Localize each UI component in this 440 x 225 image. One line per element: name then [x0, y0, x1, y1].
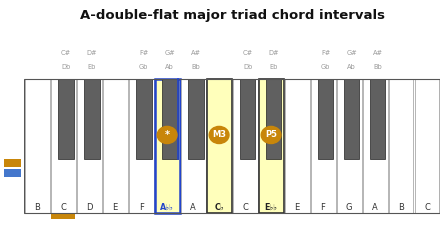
Bar — [4, 159, 21, 166]
Text: C#: C# — [61, 50, 71, 56]
Circle shape — [261, 126, 281, 144]
Text: A#: A# — [191, 50, 201, 56]
Text: C#: C# — [242, 50, 253, 56]
Circle shape — [209, 126, 229, 144]
Bar — [389, 79, 414, 213]
Bar — [240, 79, 256, 159]
Text: F#: F# — [139, 50, 148, 56]
Text: B: B — [398, 202, 404, 211]
Text: M3: M3 — [212, 130, 226, 140]
Bar — [318, 79, 334, 159]
Bar — [311, 79, 336, 213]
Text: Gb: Gb — [321, 64, 330, 70]
Text: A: A — [372, 202, 378, 211]
Text: C: C — [424, 202, 430, 211]
Bar — [58, 79, 73, 159]
Bar — [24, 79, 440, 213]
Text: B: B — [34, 202, 40, 211]
Text: D#: D# — [87, 50, 97, 56]
Text: A#: A# — [373, 50, 383, 56]
Bar — [363, 79, 388, 213]
Text: Eb: Eb — [88, 64, 96, 70]
Text: Bb: Bb — [191, 64, 200, 70]
Bar — [77, 79, 102, 213]
Text: Db: Db — [243, 64, 252, 70]
Text: F#: F# — [321, 50, 330, 56]
Bar — [162, 79, 177, 159]
Text: Bb: Bb — [373, 64, 382, 70]
Bar — [337, 79, 362, 213]
Bar — [207, 79, 231, 213]
Text: Gb: Gb — [139, 64, 148, 70]
Bar — [25, 79, 50, 213]
Text: D: D — [86, 202, 92, 211]
Text: C♭: C♭ — [214, 202, 224, 211]
Bar — [181, 79, 205, 213]
Bar — [370, 79, 385, 159]
Text: A♭♭: A♭♭ — [160, 202, 174, 211]
Text: G#: G# — [346, 50, 357, 56]
Text: *: * — [165, 130, 170, 140]
Bar — [136, 79, 151, 159]
Bar — [154, 79, 180, 213]
Bar — [103, 79, 128, 213]
Bar — [188, 79, 204, 159]
Text: Eb: Eb — [269, 64, 278, 70]
Text: basicmusictheory.com: basicmusictheory.com — [10, 73, 15, 143]
Bar — [84, 79, 99, 159]
Text: F: F — [139, 202, 143, 211]
Text: P5: P5 — [265, 130, 277, 140]
Text: A-double-flat major triad chord intervals: A-double-flat major triad chord interval… — [80, 9, 385, 22]
Text: F: F — [321, 202, 326, 211]
Bar — [285, 79, 310, 213]
Bar — [266, 79, 282, 159]
Circle shape — [157, 126, 177, 144]
Text: C: C — [242, 202, 248, 211]
Text: Ab: Ab — [165, 64, 174, 70]
Bar — [51, 79, 76, 213]
Bar — [51, 214, 75, 219]
Text: Db: Db — [61, 64, 70, 70]
Text: A: A — [190, 202, 196, 211]
Bar — [128, 79, 154, 213]
Text: G: G — [346, 202, 352, 211]
Text: E♭♭: E♭♭ — [264, 202, 278, 211]
Bar — [259, 79, 283, 213]
Text: E: E — [294, 202, 300, 211]
Text: D#: D# — [268, 50, 279, 56]
Bar — [4, 169, 21, 177]
Text: Ab: Ab — [347, 64, 356, 70]
Text: C: C — [60, 202, 66, 211]
Bar — [233, 79, 257, 213]
Bar — [414, 79, 440, 213]
Bar — [344, 79, 359, 159]
Text: G#: G# — [165, 50, 175, 56]
Text: E: E — [113, 202, 118, 211]
